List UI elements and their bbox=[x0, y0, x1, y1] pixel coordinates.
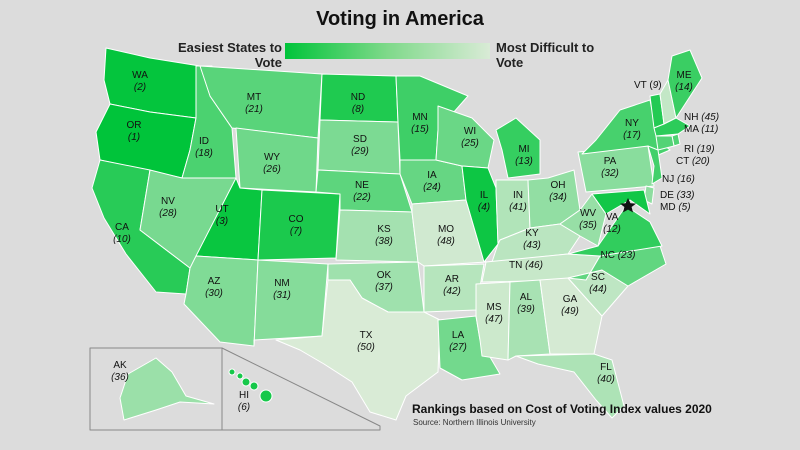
label-wv: WV (35) bbox=[579, 208, 597, 231]
label-mt: MT (21) bbox=[245, 92, 263, 115]
label-nh: NH (45) bbox=[684, 112, 720, 123]
label-vt: VT (9) bbox=[634, 80, 662, 91]
state-ct bbox=[655, 135, 675, 151]
state-az bbox=[183, 255, 259, 347]
state-ga bbox=[539, 277, 603, 355]
state-al bbox=[507, 279, 551, 361]
source-note: Source: Northern Illinois University bbox=[413, 418, 536, 427]
label-sc: SC (44) bbox=[589, 272, 607, 295]
state-fl bbox=[515, 353, 625, 419]
label-il: IL (4) bbox=[477, 190, 491, 213]
label-mi: MI (13) bbox=[515, 144, 533, 167]
label-nv: NV (28) bbox=[159, 196, 177, 219]
legend-gradient-bar bbox=[285, 43, 490, 59]
state-nm bbox=[253, 259, 329, 347]
label-ar: AR (42) bbox=[443, 274, 461, 297]
label-in: IN (41) bbox=[509, 190, 527, 213]
legend-hardest-label: Most Difficult to Vote bbox=[496, 40, 595, 70]
label-ne: NE (22) bbox=[353, 180, 371, 203]
label-ut: UT (3) bbox=[215, 204, 229, 227]
label-ca: CA (10) bbox=[113, 222, 131, 245]
label-pa: PA (32) bbox=[601, 156, 619, 179]
label-oh: OH (34) bbox=[549, 180, 567, 203]
label-id: ID (18) bbox=[195, 136, 213, 159]
label-ak: AK (36) bbox=[111, 360, 129, 383]
label-hi: HI (6) bbox=[237, 390, 251, 413]
star-icon bbox=[620, 198, 636, 213]
label-wy: WY (26) bbox=[263, 152, 281, 175]
label-md: MD (5) bbox=[660, 202, 691, 213]
label-sd: SD (29) bbox=[351, 134, 369, 157]
label-ks: KS (38) bbox=[375, 224, 393, 247]
state-md bbox=[591, 189, 651, 215]
label-nj: NJ (16) bbox=[662, 174, 695, 185]
state-ak bbox=[119, 357, 215, 421]
label-ct: CT (20) bbox=[676, 156, 710, 167]
label-ny: NY (17) bbox=[623, 118, 641, 141]
label-az: AZ (30) bbox=[205, 276, 223, 299]
state-il bbox=[461, 165, 499, 263]
label-al: AL (39) bbox=[517, 292, 535, 315]
state-hi bbox=[228, 368, 273, 403]
label-nm: NM (31) bbox=[273, 278, 291, 301]
label-co: CO (7) bbox=[288, 214, 304, 237]
label-mo: MO (48) bbox=[437, 224, 455, 247]
state-tx bbox=[275, 279, 441, 421]
hawaii-inset-frame bbox=[221, 347, 381, 431]
label-va: VA (12) bbox=[603, 212, 621, 235]
state-ny bbox=[581, 99, 671, 157]
state-mi bbox=[495, 117, 541, 179]
label-la: LA (27) bbox=[449, 330, 467, 353]
label-or: OR (1) bbox=[126, 120, 142, 143]
label-ga: GA (49) bbox=[561, 294, 579, 317]
state-me bbox=[667, 49, 703, 119]
label-wa: WA (2) bbox=[132, 70, 148, 93]
label-ia: IA (24) bbox=[423, 170, 441, 193]
label-nd: ND (8) bbox=[350, 92, 366, 115]
label-me: ME (14) bbox=[675, 70, 693, 93]
label-tn: TN (46) bbox=[509, 260, 543, 271]
label-wi: WI (25) bbox=[461, 126, 479, 149]
label-de: DE (33) bbox=[660, 190, 695, 201]
label-tx: TX (50) bbox=[357, 330, 375, 353]
rankings-footnote: Rankings based on Cost of Voting Index v… bbox=[412, 402, 712, 416]
label-ky: KY (43) bbox=[523, 228, 541, 251]
label-fl: FL (40) bbox=[597, 362, 615, 385]
label-nc: NC (23) bbox=[600, 250, 636, 261]
state-nj bbox=[647, 145, 663, 185]
label-ms: MS (47) bbox=[485, 302, 503, 325]
label-ma: MA (11) bbox=[684, 124, 719, 135]
legend-easiest-label: Easiest States to Vote bbox=[177, 40, 282, 70]
label-mn: MN (15) bbox=[411, 112, 429, 135]
map-title: Voting in America bbox=[316, 8, 484, 30]
label-ri: RI (19) bbox=[684, 144, 715, 155]
label-ok: OK (37) bbox=[375, 270, 393, 293]
